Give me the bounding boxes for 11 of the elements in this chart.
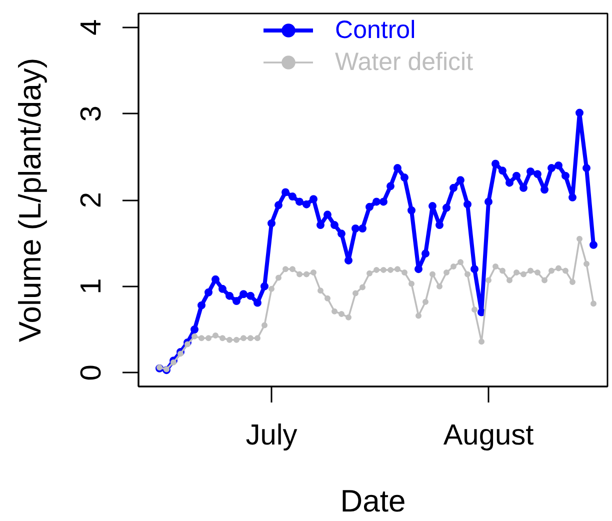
- x-tick-label: August: [443, 420, 534, 452]
- legend-label: Water deficit: [335, 46, 474, 78]
- x-tick-label: July: [246, 420, 298, 452]
- y-tick-label: 2: [76, 192, 108, 208]
- y-tick-label: 0: [76, 364, 108, 381]
- y-tick-label: 4: [76, 19, 108, 36]
- legend-label: Control: [335, 14, 416, 46]
- y-tick-label: 3: [76, 106, 108, 122]
- y-tick-label: 1: [76, 278, 108, 294]
- y-axis-title: Volume (L/plant/day): [12, 58, 48, 342]
- x-axis-title: Date: [340, 484, 406, 518]
